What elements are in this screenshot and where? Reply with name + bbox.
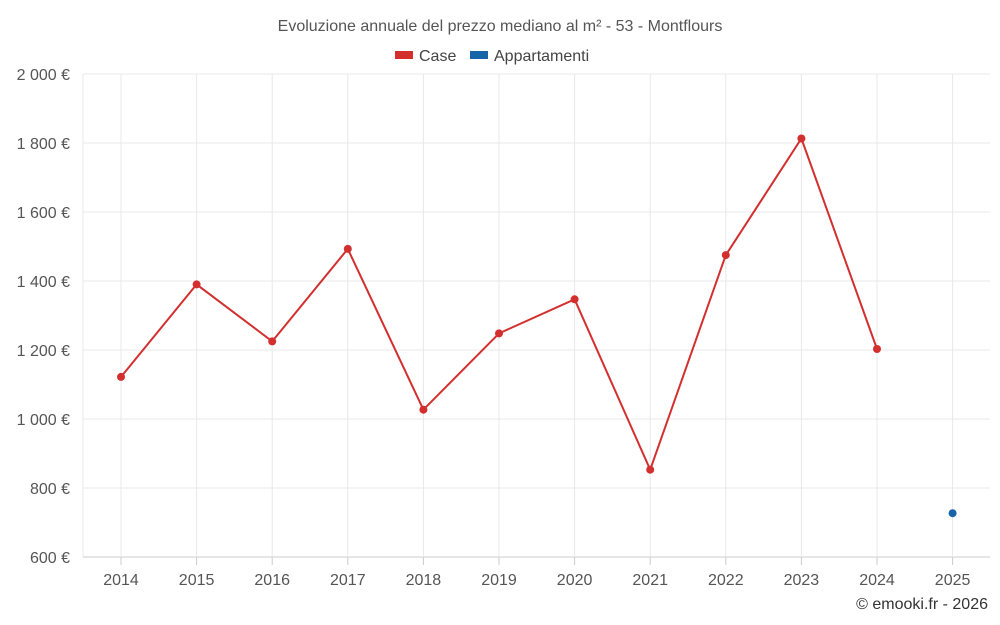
x-tick-label: 2015 — [179, 572, 215, 589]
x-tick-label: 2021 — [632, 572, 668, 589]
y-tick-label: 1 200 € — [17, 343, 70, 360]
legend-item-appartamenti[interactable]: Appartamenti — [470, 48, 589, 65]
y-tick-label: 600 € — [30, 550, 70, 567]
data-point-case-2015[interactable] — [192, 280, 201, 289]
x-tick-label: 2022 — [708, 572, 744, 589]
gridlines — [82, 73, 990, 558]
y-tick-label: 2 000 € — [17, 67, 70, 84]
x-tick-label: 2016 — [254, 572, 290, 589]
chart-title: Evoluzione annuale del prezzo mediano al… — [278, 18, 723, 35]
y-tick-label: 1 000 € — [17, 412, 70, 429]
x-tick-label: 2014 — [103, 572, 139, 589]
data-point-case-2016[interactable] — [268, 337, 277, 346]
data-point-case-2024[interactable] — [873, 345, 881, 353]
y-tick-label: 1 600 € — [17, 205, 70, 222]
y-tick-label: 800 € — [30, 481, 70, 498]
legend-swatch-appartamenti — [470, 51, 488, 59]
x-tick-label: 2020 — [557, 572, 593, 589]
data-point-appartamenti-2025[interactable] — [948, 509, 957, 518]
series-appartamenti — [948, 509, 957, 518]
series-case — [117, 134, 881, 474]
x-tick-label: 2024 — [859, 572, 895, 589]
data-point-case-2022[interactable] — [721, 251, 730, 260]
x-tick-label: 2025 — [935, 572, 971, 589]
legend-label-appartamenti: Appartamenti — [494, 48, 589, 65]
data-point-case-2017[interactable] — [343, 244, 352, 253]
legend-swatch-case — [395, 51, 413, 59]
y-axis-ticks: 2 000 € 1 800 € 1 600 € 1 400 € 1 200 € 1 000… — [17, 67, 70, 567]
x-tick-label: 2017 — [330, 572, 366, 589]
legend: Case Appartamenti — [395, 48, 589, 65]
data-point-case-2023[interactable] — [797, 134, 806, 143]
y-tick-label: 1 400 € — [17, 274, 70, 291]
data-point-case-2018[interactable] — [419, 405, 428, 414]
data-point-case-2014[interactable] — [117, 372, 125, 381]
x-tick-label: 2023 — [784, 572, 820, 589]
y-tick-label: 1 800 € — [17, 136, 70, 153]
data-point-case-2020[interactable] — [570, 295, 579, 304]
x-tick-label: 2018 — [406, 572, 442, 589]
x-axis-ticks: 2014 2015 2016 2017 2018 2019 2020 2021 2022 2023… — [103, 557, 970, 589]
legend-label-case: Case — [419, 48, 456, 65]
series-layer — [117, 134, 957, 518]
legend-item-case[interactable]: Case — [395, 48, 456, 65]
data-point-case-2019[interactable] — [495, 329, 503, 338]
x-tick-label: 2019 — [481, 572, 517, 589]
data-point-case-2021[interactable] — [646, 465, 655, 474]
credit-text: © emooki.fr - 2026 — [856, 596, 988, 613]
